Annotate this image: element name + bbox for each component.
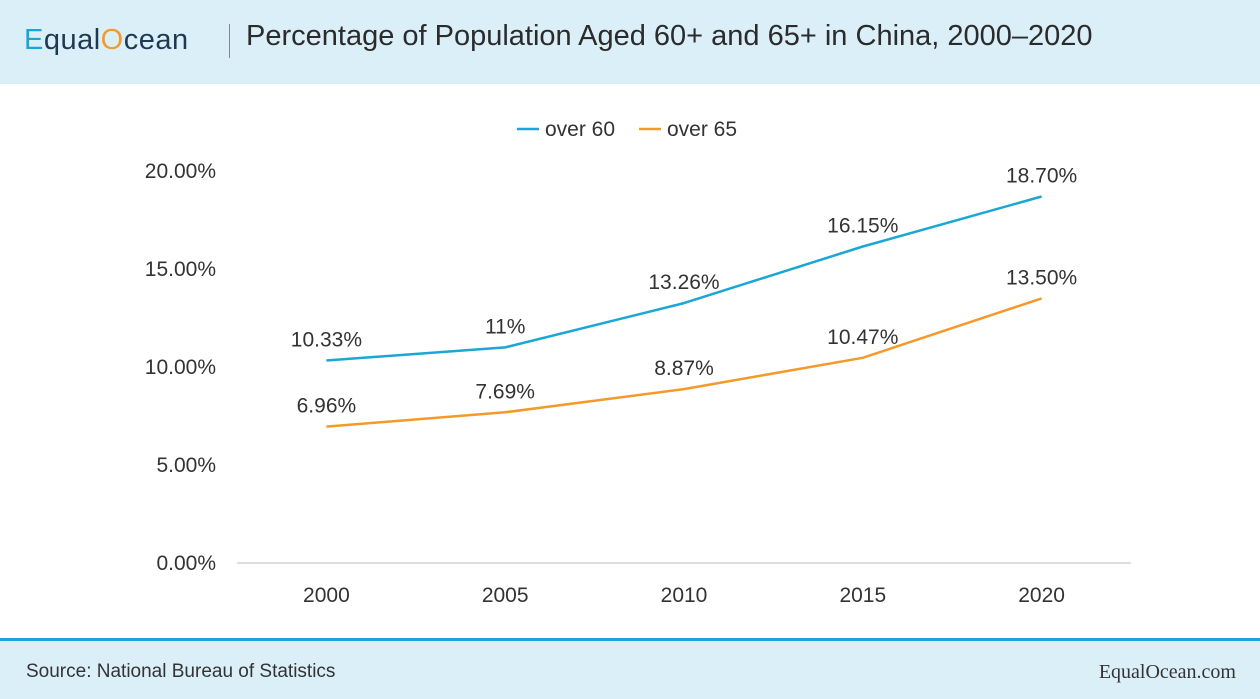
data-label: 16.15% (827, 214, 898, 237)
series-line-over-60 (326, 195, 1042, 362)
data-label: 8.87% (654, 357, 714, 380)
footer-bar: Source: National Bureau of Statistics Eq… (0, 641, 1260, 699)
header-divider (229, 24, 230, 58)
y-tick-label: 10.00% (145, 356, 216, 379)
logo-text-qual: qual (43, 23, 101, 56)
x-tick-label: 2010 (661, 584, 708, 607)
data-label: 13.50% (1006, 266, 1077, 289)
legend-label: over 60 (545, 118, 615, 141)
y-axis: 0.00% 5.00% 10.00% 15.00% 20.00% (145, 160, 216, 575)
data-label: 13.26% (648, 271, 719, 294)
chart-title: Percentage of Population Aged 60+ and 65… (246, 20, 1093, 52)
y-tick-label: 20.00% (145, 160, 216, 183)
source-note: Source: National Bureau of Statistics (26, 661, 336, 682)
x-tick-label: 2015 (839, 584, 886, 607)
y-tick-label: 5.00% (156, 454, 216, 477)
data-label: 18.70% (1006, 164, 1077, 187)
chart-legend: over 60 over 65 (517, 118, 737, 141)
data-label: 11% (485, 315, 525, 338)
site-watermark: EqualOcean.com (1098, 661, 1236, 683)
footer-divider (0, 638, 1260, 641)
x-axis: 2000 2005 2010 2015 2020 (303, 584, 1065, 607)
y-tick-label: 15.00% (145, 258, 216, 281)
logo-letter-o: O (100, 23, 124, 56)
data-label: 7.69% (475, 380, 535, 403)
x-tick-label: 2020 (1018, 584, 1065, 607)
y-tick-label: 0.00% (156, 552, 216, 575)
line-chart: over 60 over 65 0.00% 5.00% 10.00% 15.00% 20.… (145, 118, 1131, 607)
legend-label: over 65 (667, 118, 737, 141)
data-label: 6.96% (297, 395, 357, 418)
x-tick-label: 2005 (482, 584, 529, 607)
chart-series: 10.33% 11% 13.26% 16.15% 18.70% 6.96% 7.69% 8.8… (291, 164, 1077, 428)
logo-letter-e: E (24, 23, 44, 56)
x-tick-label: 2000 (303, 584, 350, 607)
data-label: 10.33% (291, 329, 362, 352)
logo-text-cean: cean (123, 23, 189, 56)
series-line-over-65 (326, 297, 1042, 428)
data-label: 10.47% (827, 326, 898, 349)
